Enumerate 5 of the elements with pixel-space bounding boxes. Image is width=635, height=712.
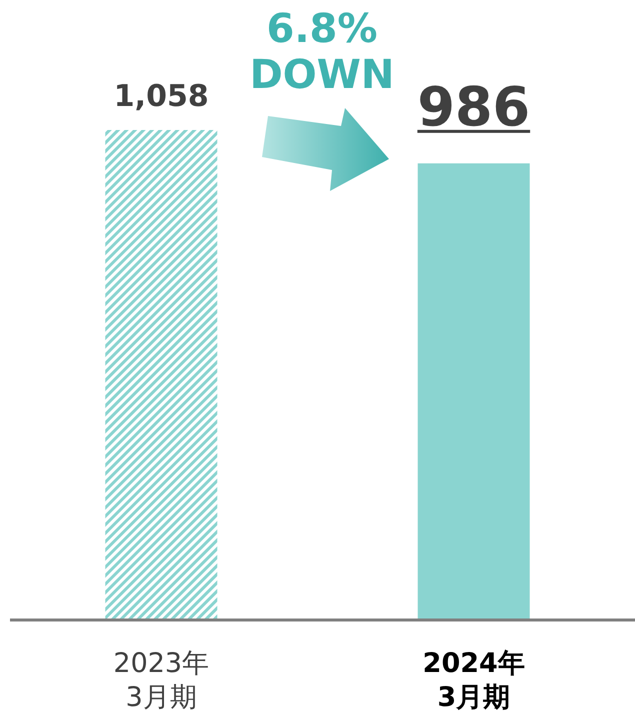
data-label: 986 [417, 75, 530, 138]
data-label: 1,058 [114, 79, 209, 114]
x-tick-label: 2023年 3月期 [113, 648, 210, 712]
text: 6.8% DOWN [250, 6, 394, 98]
x-tick-label: 2024年 3月期 [422, 648, 525, 712]
